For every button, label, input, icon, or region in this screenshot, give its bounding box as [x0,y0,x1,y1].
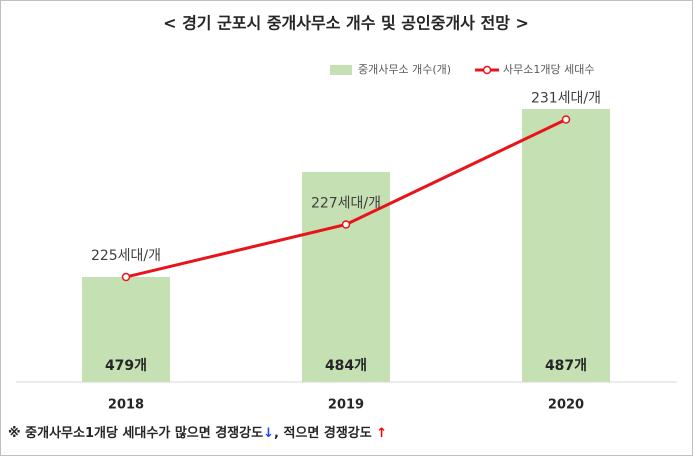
line-marker [341,220,351,229]
arrow-down: ↓ [263,426,274,441]
line-value-label: 225세대/개 [91,248,161,264]
bar [82,277,170,382]
line-value-label: 231세대/개 [531,91,601,107]
legend-swatch [330,65,352,75]
legend-label: 사무소1개당 세대수 [503,63,594,76]
arrow-up: ↑ [376,426,387,441]
footnote-text: , 적으면 경쟁강도 [274,425,376,441]
line-value-label: 227세대/개 [311,196,381,212]
footnote-text: ※ 중개사무소1개당 세대수가 많으면 경쟁강도 [8,425,263,441]
legend-label: 중개사무소 개수(개) [358,63,451,76]
bar [302,172,390,382]
bar [522,109,610,382]
bar-value-label: 479개 [105,358,147,374]
x-tick-label: 2018 [108,398,144,413]
x-tick-label: 2020 [548,398,584,413]
footnote: ※ 중개사무소1개당 세대수가 많으면 경쟁강도↓, 적으면 경쟁강도 ↑ [8,425,387,441]
x-tick-label: 2019 [328,398,364,413]
bar-value-label: 487개 [545,358,587,374]
line-marker [121,272,131,282]
line-marker [561,115,571,124]
legend-marker [482,65,492,75]
chart-title: < 경기 군포시 중개사무소 개수 및 공인중개사 전망 > [163,14,529,33]
bar-value-label: 484개 [325,358,367,374]
